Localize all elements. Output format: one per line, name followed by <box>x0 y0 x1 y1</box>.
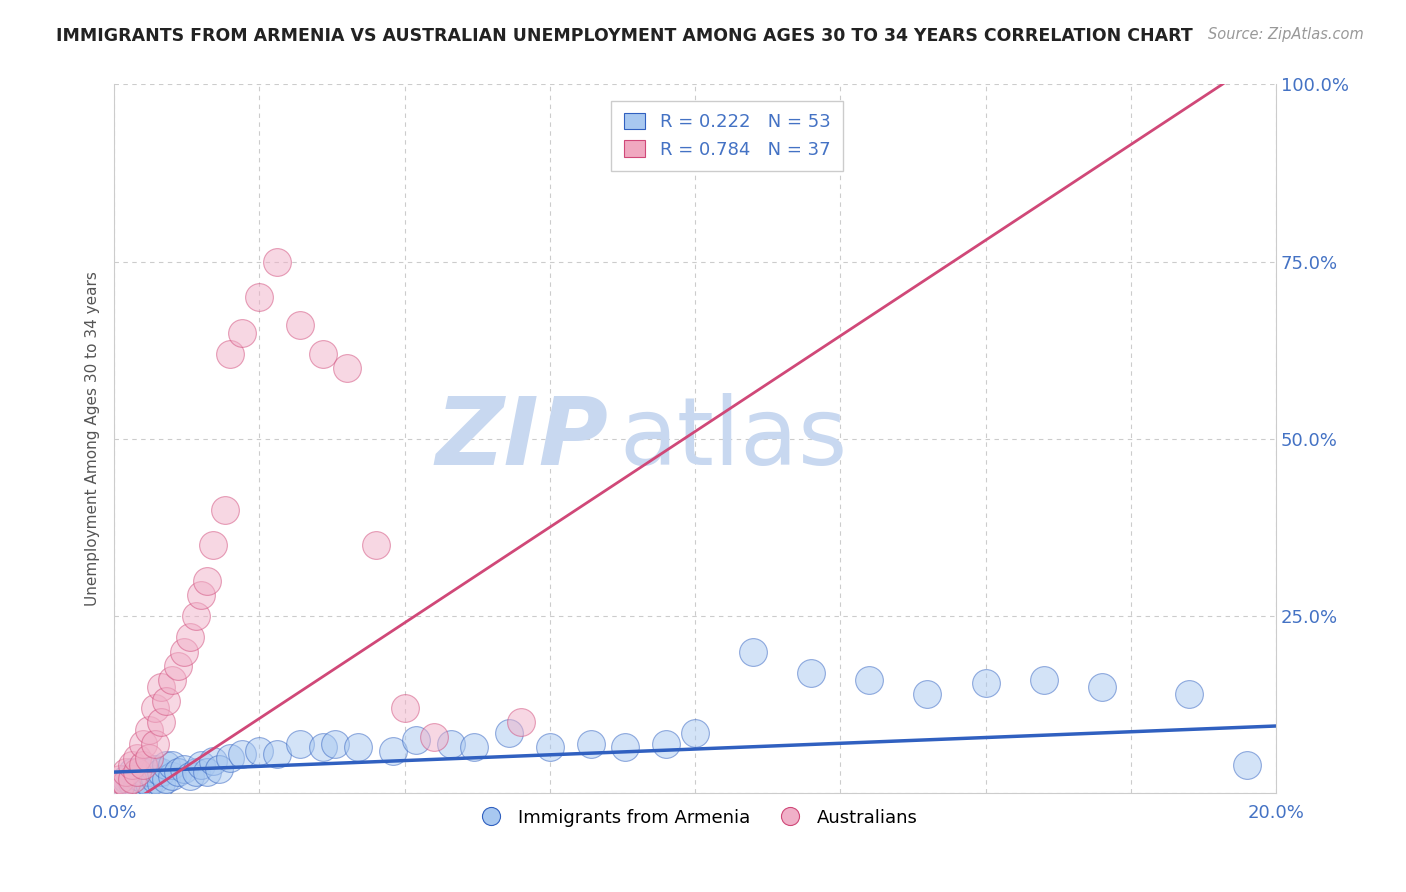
Text: ZIP: ZIP <box>434 392 607 485</box>
Point <box>190 588 212 602</box>
Point <box>266 747 288 762</box>
Point <box>167 765 190 780</box>
Point <box>121 775 143 789</box>
Y-axis label: Unemployment Among Ages 30 to 34 years: Unemployment Among Ages 30 to 34 years <box>86 271 100 607</box>
Point <box>138 775 160 789</box>
Point <box>195 765 218 780</box>
Point <box>149 680 172 694</box>
Point <box>179 769 201 783</box>
Point <box>173 762 195 776</box>
Point <box>347 740 370 755</box>
Point <box>1236 758 1258 772</box>
Point <box>655 737 678 751</box>
Point <box>143 701 166 715</box>
Point <box>917 687 939 701</box>
Point <box>463 740 485 755</box>
Point <box>121 765 143 780</box>
Point <box>195 574 218 588</box>
Point <box>335 361 357 376</box>
Point <box>138 765 160 780</box>
Point <box>149 775 172 789</box>
Point <box>382 744 405 758</box>
Point <box>312 740 335 755</box>
Point <box>323 737 346 751</box>
Point <box>742 644 765 658</box>
Point <box>201 755 224 769</box>
Point <box>405 733 427 747</box>
Point <box>114 775 136 789</box>
Point <box>143 737 166 751</box>
Point <box>162 769 184 783</box>
Point <box>312 347 335 361</box>
Point <box>364 538 387 552</box>
Point <box>127 769 149 783</box>
Point <box>184 609 207 624</box>
Point <box>1091 680 1114 694</box>
Point <box>231 326 253 340</box>
Point <box>208 762 231 776</box>
Point <box>219 751 242 765</box>
Point <box>143 762 166 776</box>
Point <box>132 758 155 772</box>
Point <box>288 318 311 333</box>
Point <box>231 747 253 762</box>
Point <box>127 751 149 765</box>
Point <box>800 665 823 680</box>
Point <box>1178 687 1201 701</box>
Point <box>114 765 136 780</box>
Point <box>149 715 172 730</box>
Point <box>132 772 155 787</box>
Point <box>266 254 288 268</box>
Point <box>858 673 880 687</box>
Text: atlas: atlas <box>620 392 848 485</box>
Point <box>132 737 155 751</box>
Point <box>127 779 149 793</box>
Point <box>288 737 311 751</box>
Point <box>121 772 143 787</box>
Point <box>138 751 160 765</box>
Point <box>138 723 160 737</box>
Point <box>108 779 131 793</box>
Point <box>509 715 531 730</box>
Point <box>184 765 207 780</box>
Point <box>143 772 166 787</box>
Point <box>201 538 224 552</box>
Point <box>1032 673 1054 687</box>
Point <box>394 701 416 715</box>
Point <box>614 740 637 755</box>
Point <box>167 658 190 673</box>
Point <box>179 631 201 645</box>
Point <box>121 758 143 772</box>
Point <box>162 758 184 772</box>
Point <box>422 730 444 744</box>
Point <box>683 726 706 740</box>
Point <box>249 290 271 304</box>
Text: Source: ZipAtlas.com: Source: ZipAtlas.com <box>1208 27 1364 42</box>
Point <box>219 347 242 361</box>
Point <box>173 644 195 658</box>
Point <box>155 772 177 787</box>
Point <box>149 765 172 780</box>
Point <box>132 765 155 780</box>
Point <box>214 503 236 517</box>
Point <box>114 772 136 787</box>
Point <box>155 758 177 772</box>
Text: IMMIGRANTS FROM ARMENIA VS AUSTRALIAN UNEMPLOYMENT AMONG AGES 30 TO 34 YEARS COR: IMMIGRANTS FROM ARMENIA VS AUSTRALIAN UN… <box>56 27 1192 45</box>
Point <box>974 676 997 690</box>
Point <box>108 772 131 787</box>
Legend: Immigrants from Armenia, Australians: Immigrants from Armenia, Australians <box>465 802 925 834</box>
Point <box>579 737 602 751</box>
Point <box>162 673 184 687</box>
Point <box>498 726 520 740</box>
Point <box>249 744 271 758</box>
Point <box>155 694 177 708</box>
Point <box>538 740 561 755</box>
Point <box>440 737 463 751</box>
Point <box>108 779 131 793</box>
Point <box>190 758 212 772</box>
Point <box>127 765 149 780</box>
